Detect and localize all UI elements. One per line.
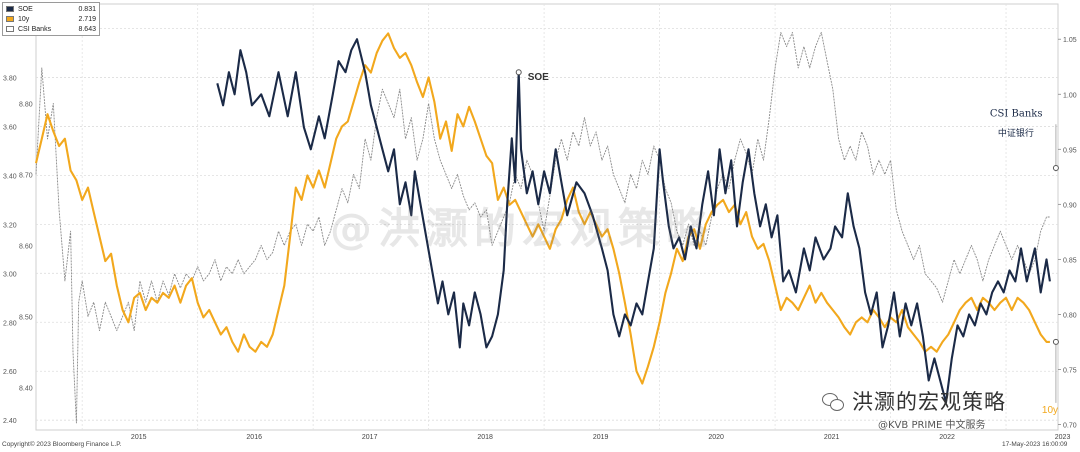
brand-subtitle: @KVB PRIME 中文服务	[878, 420, 986, 431]
legend-swatch-10y	[6, 16, 14, 22]
x-tick-label: 2023	[1055, 434, 1071, 441]
x-tick-label: 2016	[246, 434, 262, 441]
annotation-marker-soe	[515, 69, 522, 76]
y-tick-left: 3.80	[3, 75, 17, 82]
annotation-soe: SOE	[528, 72, 549, 83]
y-tick-left: 3.60	[3, 124, 17, 131]
y-tick-right: 1.00	[1063, 92, 1077, 99]
y-tick-left: 3.20	[3, 222, 17, 229]
annotation-marker-10y	[1052, 338, 1059, 345]
annotation-csi-banks-cn: 中证银行	[998, 127, 1034, 139]
legend-swatch-soe	[6, 6, 14, 12]
copyright-text: Copyright© 2023 Bloomberg Finance L.P.	[2, 441, 122, 448]
series-line-10y	[34, 32, 1050, 385]
y-tick-left-inner: 8.50	[19, 314, 33, 321]
x-tick-label: 2020	[708, 434, 724, 441]
y-tick-right: 1.05	[1063, 37, 1077, 44]
legend-value-csi: 8.643	[78, 25, 96, 33]
y-tick-right: 0.90	[1063, 202, 1077, 209]
brand-name: 洪灏的宏观策略	[852, 390, 1006, 414]
y-tick-left-inner: 8.70	[19, 172, 33, 179]
x-tick-label: 2018	[477, 434, 493, 441]
legend: SOE 0.831 10y 2.719 CSI Banks 8.643	[2, 2, 100, 36]
y-tick-left-inner: 8.80	[19, 101, 33, 108]
watermark-text: @洪灏的宏观策略	[330, 204, 715, 253]
annotation-marker-csi	[1052, 165, 1059, 172]
plot-area	[35, 3, 1059, 431]
legend-label-soe: SOE	[18, 5, 33, 13]
y-tick-right: 0.75	[1063, 367, 1077, 374]
annotation-csi-banks: CSI Banks	[990, 108, 1043, 119]
x-tick-label: 2015	[131, 434, 147, 441]
y-tick-right: 0.70	[1063, 422, 1077, 429]
x-tick-label: 2022	[939, 434, 955, 441]
legend-label-csi: CSI Banks	[18, 25, 52, 33]
legend-item-csi: CSI Banks 8.643	[6, 24, 96, 34]
brand-block: 洪灏的宏观策略	[822, 386, 1006, 416]
timestamp-text: 17-May-2023 16:00:09	[1002, 441, 1068, 448]
x-tick-label: 2017	[362, 434, 378, 441]
legend-swatch-csi	[6, 26, 14, 32]
legend-value-10y: 2.719	[78, 15, 96, 23]
y-tick-right: 0.95	[1063, 147, 1077, 154]
y-tick-right: 0.80	[1063, 312, 1077, 319]
y-tick-left: 3.40	[3, 173, 17, 180]
y-tick-left-inner: 8.60	[19, 243, 33, 250]
y-tick-left: 2.80	[3, 320, 17, 327]
y-tick-left: 3.00	[3, 271, 17, 278]
y-tick-left-inner: 8.40	[19, 385, 33, 392]
y-tick-right: 0.85	[1063, 257, 1077, 264]
y-tick-left: 2.60	[3, 369, 17, 376]
annotation-10y: 10y	[1042, 405, 1058, 416]
legend-item-soe: SOE 0.831	[6, 4, 96, 14]
legend-label-10y: 10y	[18, 15, 30, 23]
wechat-icon	[822, 391, 844, 411]
x-tick-label: 2021	[824, 434, 840, 441]
y-tick-left: 2.40	[3, 418, 17, 425]
x-tick-label: 2019	[593, 434, 609, 441]
series-line-soe	[216, 38, 1051, 404]
series-line-csi-banks	[35, 31, 1050, 424]
legend-item-10y: 10y 2.719	[6, 14, 96, 24]
legend-value-soe: 0.831	[78, 5, 96, 13]
